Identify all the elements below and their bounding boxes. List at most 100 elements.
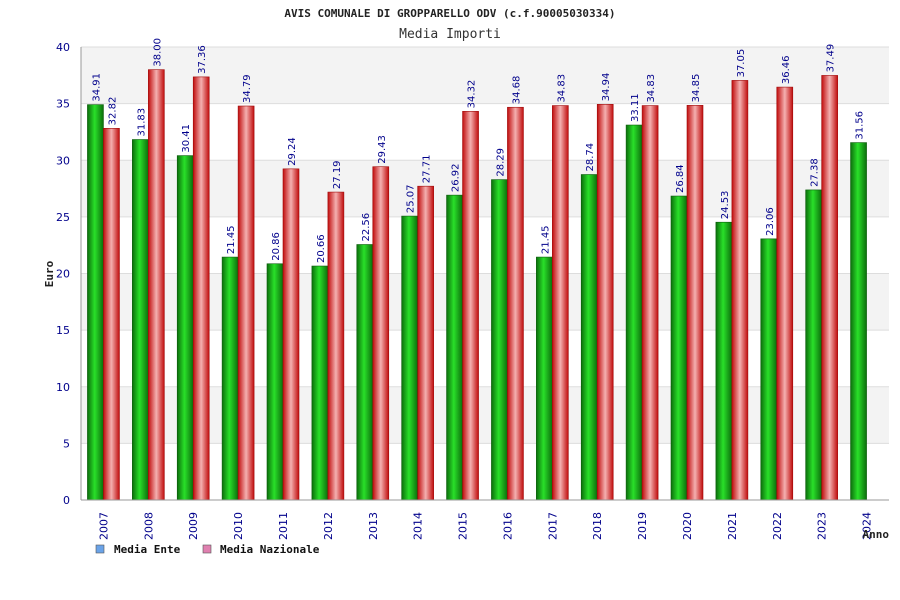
x-tick-label: 2021	[726, 512, 739, 540]
value-label-media-ente-2024: 31.56	[855, 111, 866, 140]
value-label-media-nazionale-2010: 34.79	[242, 74, 253, 103]
x-tick-label: 2016	[501, 512, 514, 540]
bar-media-nazionale-2017	[552, 105, 569, 501]
bar-media-ente-2013	[356, 244, 374, 501]
chart-title: AVIS COMUNALE DI GROPPARELLO ODV (c.f.90…	[284, 7, 615, 20]
bar-media-nazionale-2015	[462, 111, 479, 501]
plot-band	[81, 443, 889, 500]
value-label-media-nazionale-2016: 34.68	[511, 76, 522, 105]
y-tick-label: 10	[56, 381, 70, 394]
x-tick-label: 2019	[636, 512, 649, 540]
bar-media-ente-2007	[87, 104, 104, 501]
value-label-media-ente-2015: 26.92	[451, 163, 462, 192]
x-tick-label: 2018	[591, 512, 604, 540]
plot-band	[81, 160, 889, 217]
x-axis-label: Anno	[863, 528, 890, 541]
value-label-media-ente-2007: 34.91	[91, 73, 102, 102]
legend: Media Ente Media Nazionale	[95, 543, 320, 556]
x-tick-label: 2023	[816, 512, 829, 540]
x-tick-label: 2022	[771, 512, 784, 540]
x-tick-label: 2009	[187, 512, 200, 540]
bar-media-ente-2012	[311, 265, 329, 501]
plot-band	[81, 216, 889, 274]
bar-media-ente-2021	[715, 221, 733, 501]
value-label-media-ente-2018: 28.74	[585, 143, 596, 172]
x-tick-label: 2020	[681, 512, 694, 540]
bar-media-nazionale-2020	[686, 105, 704, 501]
y-tick-label: 25	[56, 211, 70, 224]
plot-background	[81, 47, 889, 500]
bar-media-nazionale-2016	[507, 106, 524, 501]
bar-media-ente-2011	[266, 263, 284, 501]
value-label-media-ente-2011: 20.86	[271, 232, 282, 261]
legend-swatch-media-ente	[95, 544, 105, 554]
value-label-media-ente-2010: 21.45	[226, 225, 237, 254]
value-label-media-ente-2013: 22.56	[361, 213, 372, 242]
value-label-media-ente-2023: 27.38	[810, 158, 821, 187]
axes-group	[80, 47, 889, 501]
bar-media-nazionale-2011	[282, 168, 300, 501]
bar-media-nazionale-2007	[103, 128, 120, 501]
value-label-media-nazionale-2013: 29.43	[377, 135, 388, 164]
bar-media-nazionale-2022	[776, 86, 794, 501]
bar-media-ente-2010	[221, 256, 239, 501]
bar-media-ente-2008	[132, 139, 149, 501]
x-tick-label: 2024	[861, 512, 874, 540]
value-label-media-ente-2020: 26.84	[675, 164, 686, 193]
bar-media-nazionale-2021	[731, 80, 749, 501]
bar-media-ente-2014	[401, 215, 418, 501]
bar-media-ente-2017	[536, 256, 553, 501]
y-axis-label: Euro	[43, 260, 56, 287]
value-label-media-nazionale-2021: 37.05	[736, 49, 747, 78]
value-label-media-ente-2019: 33.11	[630, 93, 641, 122]
plot-band	[81, 330, 889, 387]
x-tick-label: 2013	[367, 512, 380, 540]
x-tick-label: 2008	[142, 512, 155, 540]
value-labels-group: 34.91 32.82 31.83 38.00 30.41 37.36 21.45 34.79…	[91, 38, 865, 263]
legend-label-media-ente: Media Ente	[114, 543, 181, 556]
x-tick-label: 2011	[277, 512, 290, 540]
x-tick-labels: 2007 2008 2009 2010 2011 2012 2013 2014 2015 2016…	[97, 512, 873, 540]
y-tick-label: 40	[56, 41, 70, 54]
value-label-media-nazionale-2018: 34.94	[601, 73, 612, 102]
value-label-media-ente-2008: 31.83	[136, 108, 147, 137]
value-label-media-ente-2017: 21.45	[540, 225, 551, 254]
x-tick-label: 2010	[232, 512, 245, 540]
plot-band	[81, 273, 889, 331]
bar-media-nazionale-2012	[327, 191, 345, 501]
value-label-media-ente-2012: 20.66	[316, 234, 327, 263]
value-label-media-nazionale-2012: 27.19	[332, 160, 343, 189]
bar-media-nazionale-2009	[192, 76, 210, 501]
bar-media-nazionale-2014	[417, 185, 434, 501]
value-label-media-nazionale-2014: 27.71	[422, 155, 433, 184]
value-label-media-ente-2014: 25.07	[406, 184, 417, 213]
y-tick-label: 30	[56, 154, 70, 167]
chart-subtitle: Media Importi	[399, 27, 501, 42]
bar-media-nazionale-2019	[641, 105, 659, 501]
value-label-media-nazionale-2009: 37.36	[197, 45, 208, 74]
y-tick-labels: 0 5 10 15 20 25 30 35 40	[56, 41, 70, 507]
value-label-media-ente-2009: 30.41	[181, 124, 192, 153]
y-tick-label: 0	[63, 494, 70, 507]
value-label-media-ente-2016: 28.29	[495, 148, 506, 177]
bar-media-ente-2018	[580, 174, 598, 501]
x-tick-label: 2014	[412, 512, 425, 540]
value-label-media-nazionale-2020: 34.85	[691, 74, 702, 103]
plot-band	[81, 47, 889, 104]
bar-media-nazionale-2023	[821, 75, 838, 501]
value-label-media-nazionale-2023: 37.49	[826, 44, 837, 73]
x-tick-label: 2015	[457, 512, 470, 540]
bar-media-ente-2019	[625, 124, 643, 501]
y-tick-label: 15	[56, 324, 70, 337]
value-label-media-ente-2022: 23.06	[765, 207, 776, 236]
bar-media-nazionale-2010	[237, 105, 255, 501]
bar-media-ente-2020	[670, 195, 688, 501]
value-label-media-nazionale-2008: 38.00	[152, 38, 163, 67]
y-tick-label: 20	[56, 268, 70, 281]
plot-band	[81, 103, 889, 161]
bar-media-ente-2024	[850, 142, 867, 501]
bar-media-ente-2009	[176, 155, 194, 501]
legend-swatch-media-nazionale	[202, 544, 212, 554]
x-tick-label: 2012	[322, 512, 335, 540]
